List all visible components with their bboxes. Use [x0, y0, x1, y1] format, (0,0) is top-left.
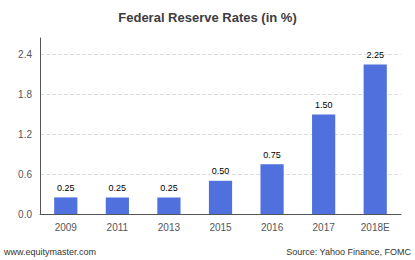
svg-text:0.50: 0.50: [212, 166, 230, 176]
svg-text:2013: 2013: [158, 222, 181, 233]
svg-text:2011: 2011: [107, 222, 129, 233]
svg-text:1.50: 1.50: [315, 100, 333, 110]
svg-text:2017: 2017: [313, 222, 336, 233]
svg-text:0.25: 0.25: [57, 183, 75, 193]
svg-text:0.75: 0.75: [263, 150, 281, 160]
svg-text:0.6: 0.6: [18, 169, 32, 180]
svg-text:2.4: 2.4: [18, 49, 32, 60]
svg-text:Federal Reserve Rates (in %): Federal Reserve Rates (in %): [118, 10, 296, 25]
svg-text:1.8: 1.8: [18, 89, 32, 100]
svg-text:0.25: 0.25: [109, 183, 127, 193]
svg-text:0.25: 0.25: [160, 183, 178, 193]
svg-text:2016: 2016: [261, 222, 284, 233]
svg-text:2.25: 2.25: [366, 50, 384, 60]
svg-text:2009: 2009: [55, 222, 78, 233]
svg-text:0.0: 0.0: [18, 209, 32, 220]
svg-text:2015: 2015: [209, 222, 232, 233]
svg-text:1.2: 1.2: [18, 129, 32, 140]
svg-text:www.equitymaster.com: www.equitymaster.com: [3, 247, 96, 257]
svg-text:Source: Yahoo Finance, FOMC: Source: Yahoo Finance, FOMC: [286, 247, 411, 257]
svg-text:2018E: 2018E: [361, 222, 390, 233]
